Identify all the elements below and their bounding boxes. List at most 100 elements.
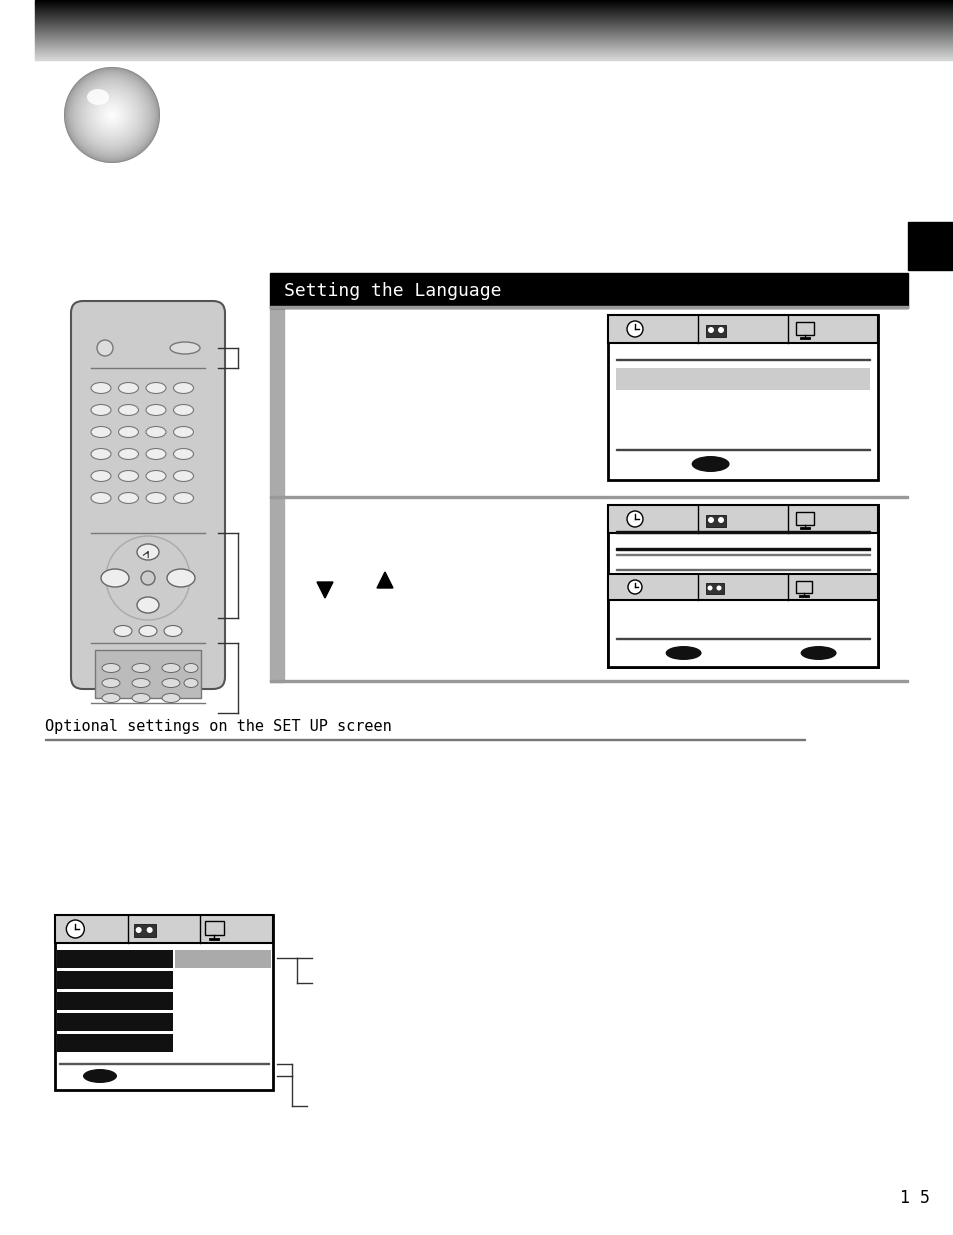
Bar: [705, 515, 725, 527]
Bar: [705, 325, 725, 337]
Circle shape: [105, 107, 119, 122]
Bar: [270, 308, 284, 682]
Circle shape: [78, 82, 146, 149]
Ellipse shape: [113, 625, 132, 636]
Text: 1 5: 1 5: [899, 1189, 929, 1207]
Circle shape: [147, 927, 152, 932]
Circle shape: [109, 112, 115, 119]
Circle shape: [108, 111, 116, 119]
Circle shape: [64, 67, 160, 163]
Bar: [174, 950, 271, 968]
Circle shape: [65, 68, 159, 162]
Bar: [705, 583, 723, 594]
Bar: [616, 637, 869, 638]
Ellipse shape: [173, 383, 193, 394]
Ellipse shape: [164, 625, 182, 636]
Bar: [95, 650, 201, 698]
Ellipse shape: [137, 543, 159, 559]
Ellipse shape: [162, 663, 180, 673]
Bar: [616, 368, 869, 390]
Circle shape: [716, 585, 720, 590]
Bar: [57, 950, 172, 968]
Bar: [607, 315, 877, 343]
Ellipse shape: [132, 678, 150, 688]
Bar: [57, 1034, 172, 1052]
Bar: [205, 921, 224, 935]
Ellipse shape: [184, 663, 198, 673]
Circle shape: [103, 106, 121, 124]
Circle shape: [87, 90, 137, 140]
Circle shape: [97, 100, 127, 130]
Bar: [607, 505, 877, 667]
Bar: [616, 553, 869, 555]
Bar: [607, 315, 877, 343]
Circle shape: [97, 340, 112, 356]
Ellipse shape: [173, 426, 193, 437]
Circle shape: [69, 72, 154, 158]
Bar: [607, 505, 877, 534]
Bar: [607, 505, 877, 667]
Ellipse shape: [91, 383, 111, 394]
Circle shape: [75, 78, 149, 152]
Text: Optional settings on the SET UP screen: Optional settings on the SET UP screen: [45, 720, 392, 735]
Bar: [57, 1013, 172, 1031]
Circle shape: [111, 114, 112, 116]
Circle shape: [86, 89, 138, 141]
Bar: [270, 306, 907, 308]
Ellipse shape: [102, 694, 120, 703]
Circle shape: [67, 70, 157, 161]
Circle shape: [66, 69, 158, 161]
Bar: [616, 358, 869, 359]
Circle shape: [71, 74, 152, 156]
Circle shape: [64, 67, 160, 163]
Bar: [45, 739, 804, 740]
Ellipse shape: [139, 625, 157, 636]
Bar: [270, 680, 907, 682]
Bar: [270, 496, 907, 498]
Ellipse shape: [118, 471, 138, 482]
Ellipse shape: [184, 678, 198, 688]
Bar: [616, 568, 869, 571]
Bar: [795, 322, 813, 335]
Ellipse shape: [91, 493, 111, 504]
Bar: [907, 222, 953, 270]
Bar: [57, 992, 172, 1010]
Ellipse shape: [146, 405, 166, 415]
Circle shape: [107, 110, 117, 120]
Circle shape: [89, 91, 135, 138]
Ellipse shape: [87, 89, 109, 105]
Circle shape: [99, 103, 125, 128]
Ellipse shape: [173, 493, 193, 504]
Circle shape: [83, 86, 141, 144]
Bar: [607, 574, 877, 600]
Ellipse shape: [83, 1070, 117, 1083]
Bar: [133, 924, 155, 937]
Ellipse shape: [170, 342, 200, 354]
Circle shape: [90, 93, 133, 137]
Circle shape: [96, 99, 128, 131]
Circle shape: [110, 112, 113, 117]
Ellipse shape: [146, 493, 166, 504]
Ellipse shape: [91, 448, 111, 459]
Bar: [795, 580, 811, 593]
Ellipse shape: [162, 694, 180, 703]
Circle shape: [707, 517, 713, 522]
Ellipse shape: [167, 569, 194, 587]
Bar: [55, 915, 273, 1091]
Text: Setting the Language: Setting the Language: [284, 282, 501, 300]
Circle shape: [101, 104, 123, 126]
Ellipse shape: [132, 663, 150, 673]
FancyBboxPatch shape: [71, 301, 225, 689]
Circle shape: [82, 85, 142, 144]
Ellipse shape: [162, 678, 180, 688]
Circle shape: [92, 96, 131, 135]
Bar: [57, 971, 172, 989]
Ellipse shape: [102, 663, 120, 673]
Circle shape: [102, 105, 122, 125]
Bar: [607, 315, 877, 480]
Ellipse shape: [118, 448, 138, 459]
Circle shape: [707, 327, 713, 333]
Ellipse shape: [146, 448, 166, 459]
Ellipse shape: [91, 405, 111, 415]
Circle shape: [79, 82, 145, 148]
